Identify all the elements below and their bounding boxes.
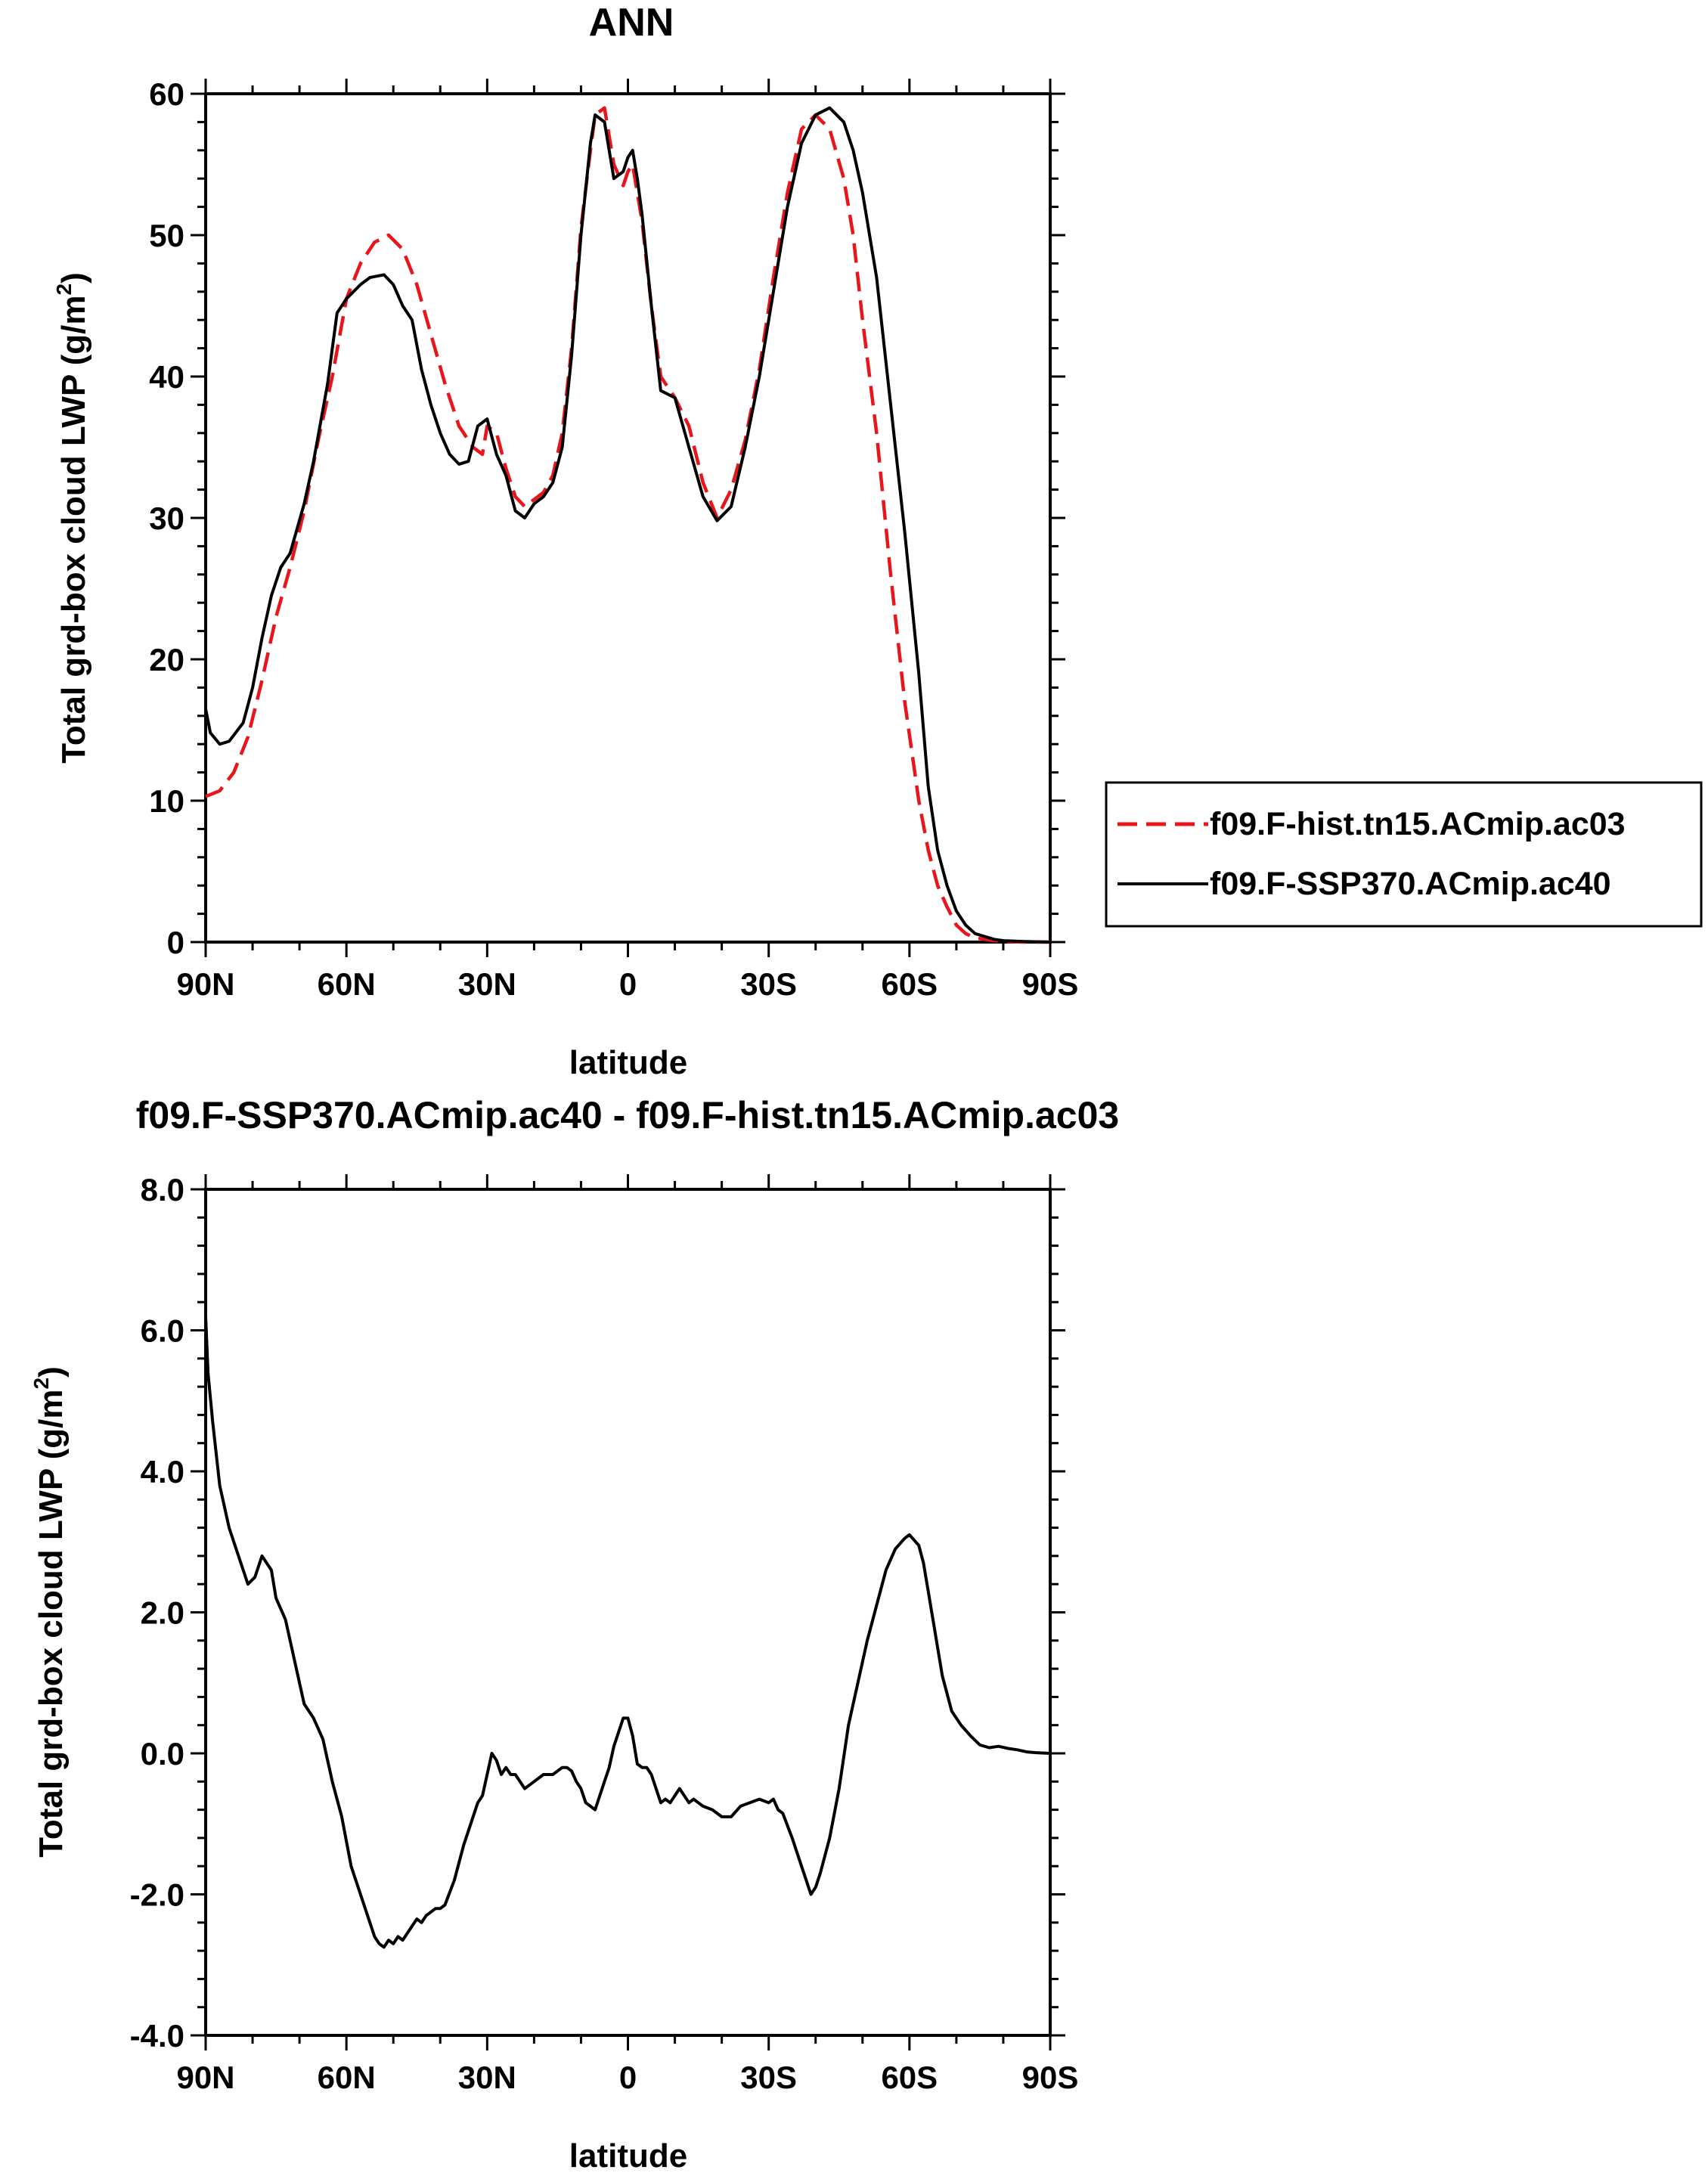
top-y-axis-label-close: ) (55, 272, 92, 284)
top-y-tick-label: 10 (149, 783, 184, 819)
bottom-x-tick-label: 90N (176, 2060, 234, 2095)
bottom-x-tick-label: 60N (318, 2060, 376, 2095)
top-y-tick-labels: 0 10 20 30 40 50 60 (149, 76, 184, 960)
top-x-tick-label: 30S (740, 966, 797, 1002)
bottom-series-lines (204, 1316, 1051, 1949)
top-y-axis-label: Total grd-box cloud LWP (g/m2) (52, 272, 92, 763)
top-y-axis-label-text: Total grd-box cloud LWP (g/m (55, 296, 92, 764)
bottom-y-tick-labels: -4.0 -2.0 0.0 2.0 4.0 6.0 8.0 (130, 1172, 184, 2054)
legend-label-hist: f09.F-hist.tn15.ACmip.ac03 (1210, 806, 1626, 842)
top-y-axis-label-sup: 2 (52, 284, 76, 296)
bottom-y-tick-label: 8.0 (141, 1172, 184, 1207)
bottom-axis-ticks (191, 1174, 1065, 2050)
top-x-tick-labels: 90N 60N 30N 0 30S 60S 90S (176, 966, 1078, 1002)
bottom-y-tick-label: 6.0 (141, 1313, 184, 1349)
top-y-tick-label: 0 (167, 925, 184, 960)
bottom-y-axis-label-close: ) (33, 1366, 70, 1378)
top-panel: ANN 90N 60N 30N 0 30S 60S 90S 0 10 20 30 40 50 60 la… (52, 1, 1703, 1081)
legend-label-ssp370: f09.F-SSP370.ACmip.ac40 (1210, 866, 1611, 902)
bottom-panel: f09.F-SSP370.ACmip.ac40 - f09.F-hist.tn1… (29, 1094, 1119, 2174)
bottom-y-axis-label-sup: 2 (29, 1378, 53, 1390)
bottom-plot-frame (204, 1188, 1052, 2037)
top-x-tick-label: 60N (318, 966, 376, 1002)
bottom-y-tick-label: 2.0 (141, 1595, 184, 1631)
top-y-tick-label: 40 (149, 359, 184, 395)
bottom-x-axis-label: latitude (569, 2137, 687, 2174)
bottom-x-tick-label: 30N (458, 2060, 516, 2095)
bottom-chart-title: f09.F-SSP370.ACmip.ac40 - f09.F-hist.tn1… (136, 1094, 1119, 1136)
top-x-tick-label: 30N (458, 966, 516, 1002)
bottom-x-tick-label: 30S (740, 2060, 797, 2095)
top-y-tick-label: 30 (149, 501, 184, 536)
bottom-y-axis-label: Total grd-box cloud LWP (g/m2) (29, 1366, 70, 1857)
top-x-axis-label: latitude (569, 1044, 687, 1081)
bottom-x-tick-label: 90S (1022, 2060, 1079, 2095)
bottom-x-tick-labels: 90N 60N 30N 0 30S 60S 90S (176, 2060, 1078, 2095)
top-series-line-1 (204, 106, 1051, 944)
legend: f09.F-hist.tn15.ACmip.ac03 f09.F-SSP370.… (1105, 781, 1703, 928)
legend-box (1105, 781, 1703, 928)
top-y-tick-label: 60 (149, 76, 184, 112)
top-series-line-0 (205, 106, 1050, 944)
bottom-y-tick-label: 0.0 (141, 1736, 184, 1771)
top-x-tick-label: 90N (176, 966, 234, 1002)
top-y-tick-label: 50 (149, 218, 184, 253)
top-series-lines (204, 106, 1051, 944)
bottom-y-tick-label: -2.0 (130, 1877, 184, 1913)
top-axis-ticks (191, 79, 1065, 957)
bottom-x-tick-label: 0 (619, 2060, 637, 2095)
top-chart-title: ANN (589, 1, 674, 45)
top-x-tick-label: 0 (619, 966, 637, 1002)
top-x-tick-label: 90S (1022, 966, 1079, 1002)
bottom-y-tick-label: -4.0 (130, 2018, 184, 2054)
bottom-y-axis-label-text: Total grd-box cloud LWP (g/m (33, 1390, 70, 1858)
top-x-tick-label: 60S (881, 966, 938, 1002)
top-plot-frame (204, 92, 1052, 944)
bottom-x-tick-label: 60S (881, 2060, 938, 2095)
top-y-tick-label: 20 (149, 642, 184, 677)
bottom-series-line-0 (204, 1316, 1051, 1949)
bottom-y-tick-label: 4.0 (141, 1454, 184, 1489)
